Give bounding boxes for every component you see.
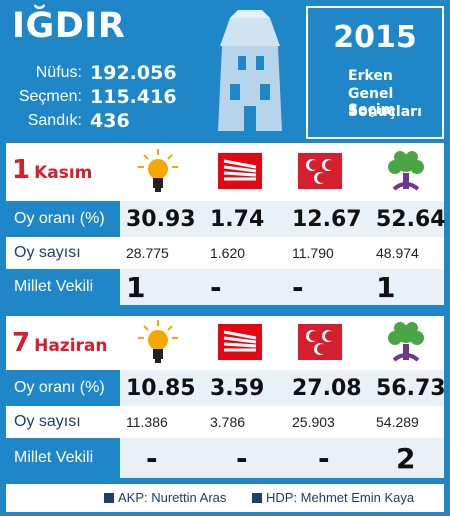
akp-lightbulb-icon — [132, 147, 184, 197]
vote-count-akp: 11.386 — [126, 414, 168, 430]
vote-count-hdp: 54.289 — [376, 414, 419, 430]
mp-row: Millet Vekili - - - 2 — [6, 438, 444, 478]
vote-rate-chp: 1.74 — [210, 206, 265, 232]
mp-mhp: - — [292, 270, 304, 304]
footer-hdp-mp: HDP: Mehmet Emin Kaya — [252, 490, 414, 505]
election-date: 7 Haziran — [12, 328, 107, 358]
akp-lightbulb-icon — [132, 318, 184, 368]
vote-count-row: Oy sayısı 11.386 3.786 25.903 54.289 — [6, 406, 444, 438]
hdp-tree-icon — [380, 318, 432, 368]
chp-six-arrows-icon — [214, 147, 266, 197]
row-label: Oy oranı (%) — [6, 201, 120, 237]
party-logo-row: 7 Haziran — [6, 316, 444, 370]
party-logo-row: 1 Kasım — [6, 143, 444, 201]
vote-count-chp: 1.620 — [210, 245, 246, 261]
square-bullet-icon — [252, 493, 262, 503]
row-label: Oy oranı (%) — [6, 370, 120, 406]
mp-mhp: - — [318, 441, 330, 475]
row-label: Oy sayısı — [6, 237, 120, 269]
vote-count-mhp: 25.903 — [292, 414, 335, 430]
stat-secmen: Seçmen: 115.416 — [8, 86, 194, 108]
year-box: 2015 Erken Genel Seçim Sonuçları — [306, 6, 444, 139]
stat-label: Seçmen: — [18, 88, 82, 105]
election-year: 2015 — [333, 20, 417, 55]
election-panel-haziran: 7 Haziran Oy oranı (%) 10.85 3.59 27.08 5… — [6, 316, 446, 478]
vote-rate-mhp: 12.67 — [292, 206, 362, 232]
city-header: IĞDIR Nüfus: 192.056 Seçmen: 115.416 San… — [8, 6, 194, 139]
stat-value: 192.056 — [90, 62, 177, 84]
vote-count-row: Oy sayısı 28.775 1.620 11.790 48.974 — [6, 237, 444, 269]
vote-count-mhp: 11.790 — [292, 245, 334, 261]
tower-icon — [218, 10, 282, 131]
mp-chp: - — [210, 270, 222, 304]
vote-rate-chp: 3.59 — [210, 375, 265, 401]
stat-value: 115.416 — [90, 86, 177, 108]
tower-illustration — [200, 6, 300, 139]
stat-value: 436 — [90, 110, 130, 132]
date-day: 7 — [12, 328, 31, 358]
mhp-three-crescents-icon — [294, 147, 346, 197]
vote-rate-row: Oy oranı (%) 10.85 3.59 27.08 56.73 — [6, 370, 446, 406]
election-panel-kasim: 1 Kasım Oy oranı (%) 30.93 1.74 12.67 52.… — [6, 143, 446, 305]
subtitle-line-3: Sonuçları — [348, 104, 422, 120]
stat-sandik: Sandık: 436 — [8, 110, 194, 132]
hdp-tree-icon — [380, 147, 432, 197]
footer-text: HDP: Mehmet Emin Kaya — [266, 490, 415, 505]
date-month: Haziran — [34, 336, 108, 356]
vote-rate-hdp: 52.64 — [376, 206, 446, 232]
chp-six-arrows-icon — [214, 318, 266, 368]
vote-rate-akp: 10.85 — [126, 375, 196, 401]
vote-count-akp: 28.775 — [126, 245, 169, 261]
mp-chp: - — [236, 441, 248, 475]
footer-akp-mp: AKP: Nurettin Aras — [104, 490, 226, 505]
row-label: Millet Vekili — [6, 438, 120, 478]
mp-row: Millet Vekili 1 - - 1 — [6, 269, 444, 305]
stat-label: Nüfus: — [35, 64, 82, 81]
vote-rate-mhp: 27.08 — [292, 375, 362, 401]
mp-names-footer: AKP: Nurettin Aras HDP: Mehmet Emin Kaya — [6, 484, 444, 512]
vote-count-hdp: 48.974 — [376, 245, 419, 261]
date-day: 1 — [12, 155, 31, 185]
row-label: Oy sayısı — [6, 406, 120, 438]
vote-count-chp: 3.786 — [210, 414, 246, 430]
stat-nufus: Nüfus: 192.056 — [8, 62, 194, 84]
footer-text: AKP: Nurettin Aras — [118, 490, 227, 505]
date-month: Kasım — [34, 163, 93, 183]
row-label: Millet Vekili — [6, 269, 120, 305]
subtitle-line-2: Genel Seçim — [348, 86, 396, 118]
mp-akp: - — [146, 441, 158, 475]
vote-rate-akp: 30.93 — [126, 206, 196, 232]
mp-hdp: 1 — [376, 270, 396, 304]
mp-akp: 1 — [126, 270, 146, 304]
election-date: 1 Kasım — [12, 155, 92, 185]
city-name: IĞDIR — [12, 6, 126, 46]
subtitle-line-1: Erken — [348, 68, 393, 84]
mhp-three-crescents-icon — [294, 318, 346, 368]
mp-hdp: 2 — [396, 441, 416, 475]
vote-rate-row: Oy oranı (%) 30.93 1.74 12.67 52.64 — [6, 201, 446, 237]
stat-label: Sandık: — [27, 112, 82, 129]
square-bullet-icon — [104, 493, 114, 503]
vote-rate-hdp: 56.73 — [376, 375, 446, 401]
